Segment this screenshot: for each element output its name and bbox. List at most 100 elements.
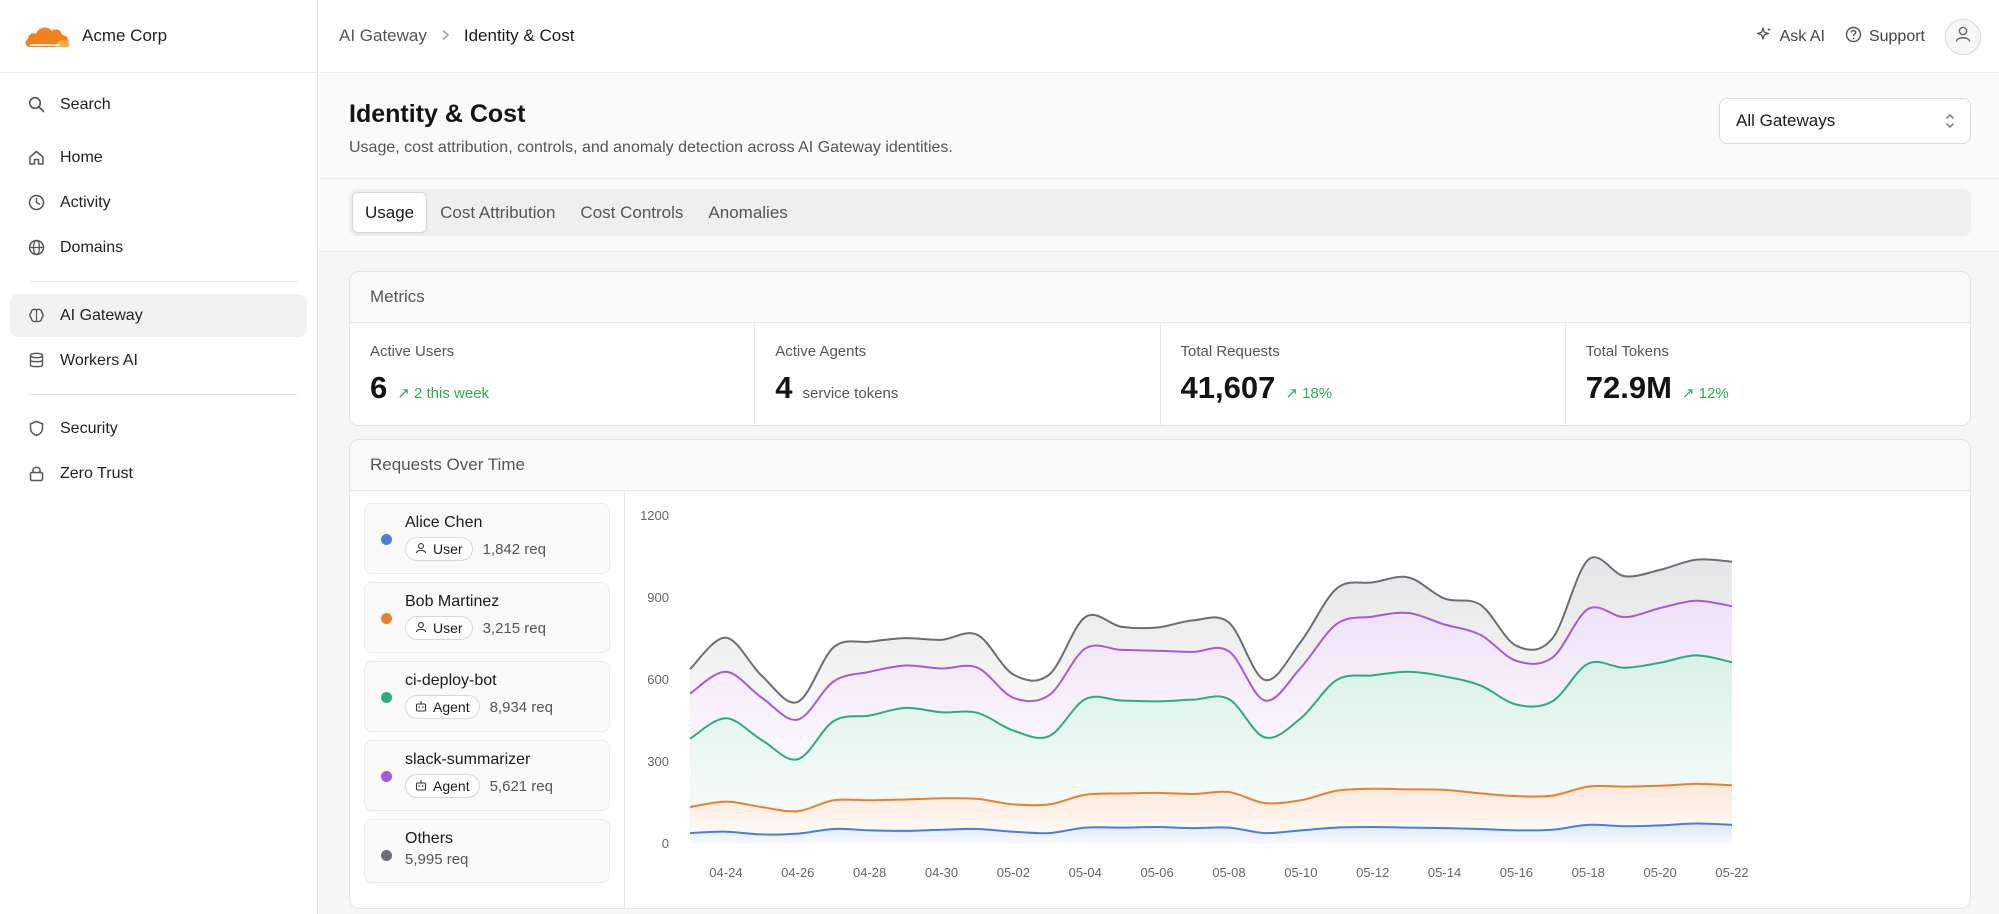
x-tick-label: 04-24	[709, 865, 742, 880]
top-actions: Ask AI Support	[1756, 0, 1981, 73]
cloud-logo-icon	[25, 27, 70, 47]
metric-delta: ↗ 2 this week	[397, 384, 489, 402]
legend-req: 1,842 req	[482, 540, 546, 558]
metric-label: Total Requests	[1180, 343, 1280, 360]
legend-name: Alice Chen	[405, 514, 483, 531]
x-tick-label: 05-22	[1715, 865, 1748, 880]
page-title: Identity & Cost	[349, 100, 526, 128]
line-slack-summarizer	[689, 599, 1733, 721]
tab-cost-attribution[interactable]: Cost Attribution	[440, 202, 556, 222]
metric-value: 4	[775, 370, 793, 405]
metric-label: Active Users	[370, 343, 455, 360]
sidebar-item-zero-trust[interactable]: Zero Trust	[10, 452, 307, 495]
chevron-up-down-icon	[1944, 111, 1956, 136]
x-tick-label: 05-14	[1428, 865, 1461, 880]
legend-dot	[381, 850, 392, 861]
legend-req: 3,215 req	[482, 619, 546, 637]
clock-icon	[26, 193, 46, 213]
page-header: Identity & Cost Usage, cost attribution,…	[319, 74, 1999, 179]
area-bob-martinez	[690, 783, 1732, 835]
sidebar-item-activity[interactable]: Activity	[10, 181, 307, 224]
brand: Acme Corp	[0, 0, 317, 73]
gateway-select[interactable]: All Gateways	[1719, 98, 1971, 144]
x-tick-label: 05-02	[997, 865, 1030, 880]
y-tick-label: 0	[662, 836, 669, 851]
legend-dot	[381, 534, 392, 545]
help-circle-icon	[1845, 26, 1862, 48]
tab-cost-controls[interactable]: Cost Controls	[580, 202, 684, 222]
metrics-card: Metrics Active Users 6 ↗ 2 this week Act…	[349, 271, 1971, 426]
metric-value: 72.9M	[1585, 370, 1672, 405]
sidebar-item-label: Domains	[60, 238, 124, 256]
metric-label: Total Tokens	[1585, 343, 1669, 360]
sidebar-item-ai-gateway[interactable]: AI Gateway	[10, 294, 307, 337]
brain-icon	[26, 306, 46, 326]
area-slack-summarizer	[690, 600, 1732, 760]
line-others	[689, 556, 1733, 704]
sidebar-item-label: Home	[60, 148, 103, 166]
y-tick-label: 600	[647, 672, 669, 687]
sidebar-item-label: Zero Trust	[60, 464, 133, 482]
area-others	[690, 557, 1732, 720]
sidebar-item-workers-ai[interactable]: Workers AI	[10, 339, 307, 382]
legend-req: 5,621 req	[489, 777, 553, 795]
legend-item[interactable]: Others 5,995 req	[364, 819, 610, 883]
legend-dot	[381, 771, 392, 782]
search-icon	[26, 95, 46, 115]
metric-value: 6	[370, 370, 388, 405]
support-button[interactable]: Support	[1845, 26, 1925, 48]
ask-ai-button[interactable]: Ask AI	[1756, 26, 1825, 48]
metric-delta-text: 2 this week	[414, 385, 490, 402]
sidebar-item-label: Search	[60, 95, 111, 113]
line-bob-martinez	[689, 782, 1733, 813]
y-tick-label: 900	[647, 590, 669, 605]
sidebar-item-label: Workers AI	[60, 351, 138, 369]
x-tick-label: 04-26	[781, 865, 814, 880]
sidebar-item-search[interactable]: Search	[10, 83, 307, 126]
avatar[interactable]	[1945, 18, 1981, 55]
metric-delta-text: 12%	[1698, 385, 1729, 402]
arrow-up-right-icon: ↗	[1285, 385, 1298, 402]
legend-item[interactable]: Alice Chen User 1,842 req	[364, 503, 610, 574]
chart-legend: Alice Chen User 1,842 req Bob Martinez	[350, 491, 625, 908]
legend-item[interactable]: slack-summarizer Agent 5,621 req	[364, 740, 610, 811]
home-icon	[26, 148, 46, 168]
sidebar-item-domains[interactable]: Domains	[10, 226, 307, 269]
sidebar-item-home[interactable]: Home	[10, 136, 307, 179]
legend-name: slack-summarizer	[405, 751, 531, 768]
breadcrumb-parent-link[interactable]: AI Gateway	[339, 26, 427, 45]
globe-icon	[26, 238, 46, 258]
brand-name: Acme Corp	[82, 26, 168, 45]
legend-item[interactable]: ci-deploy-bot Agent 8,934 req	[364, 661, 610, 732]
breadcrumb-current: Identity & Cost	[463, 26, 575, 45]
identity-type-badge: User	[405, 616, 473, 640]
arrow-up-right-icon: ↗	[1681, 385, 1695, 402]
tab-usage[interactable]: Usage	[352, 192, 428, 233]
metrics-row: Active Users 6 ↗ 2 this week Active Agen…	[350, 322, 1970, 425]
ask-ai-label: Ask AI	[1779, 27, 1825, 45]
legend-item[interactable]: Bob Martinez User 3,215 req	[364, 582, 610, 653]
sidebar-nav: Search Home Activity Domains AI Ga	[0, 73, 317, 507]
legend-req: 5,995 req	[405, 851, 469, 868]
x-tick-label: 04-30	[925, 865, 958, 880]
user-icon	[1954, 25, 1972, 48]
chevron-right-icon	[441, 28, 450, 44]
sidebar-item-security[interactable]: Security	[10, 407, 307, 450]
main-content: Identity & Cost Usage, cost attribution,…	[319, 74, 1999, 914]
arrow-up-right-icon: ↗	[397, 385, 410, 402]
breadcrumb: AI Gateway Identity & Cost	[339, 26, 574, 46]
metric-total-tokens: Total Tokens 72.9M ↗ 12%	[1566, 323, 1970, 425]
metric-total-requests: Total Requests 41,607 ↗ 18%	[1161, 323, 1566, 425]
sidebar-divider	[30, 394, 297, 395]
lock-icon	[26, 464, 46, 484]
legend-dot	[381, 613, 392, 624]
y-tick-label: 1200	[640, 508, 669, 523]
bot-icon	[415, 699, 427, 715]
x-tick-label: 05-04	[1069, 865, 1102, 880]
metrics-title: Metrics	[370, 287, 425, 306]
tab-anomalies[interactable]: Anomalies	[708, 202, 788, 222]
legend-name: Others	[405, 830, 454, 847]
identity-type-label: User	[433, 541, 463, 557]
legend-req: 8,934 req	[489, 698, 553, 716]
metric-value: 41,607	[1180, 370, 1276, 405]
